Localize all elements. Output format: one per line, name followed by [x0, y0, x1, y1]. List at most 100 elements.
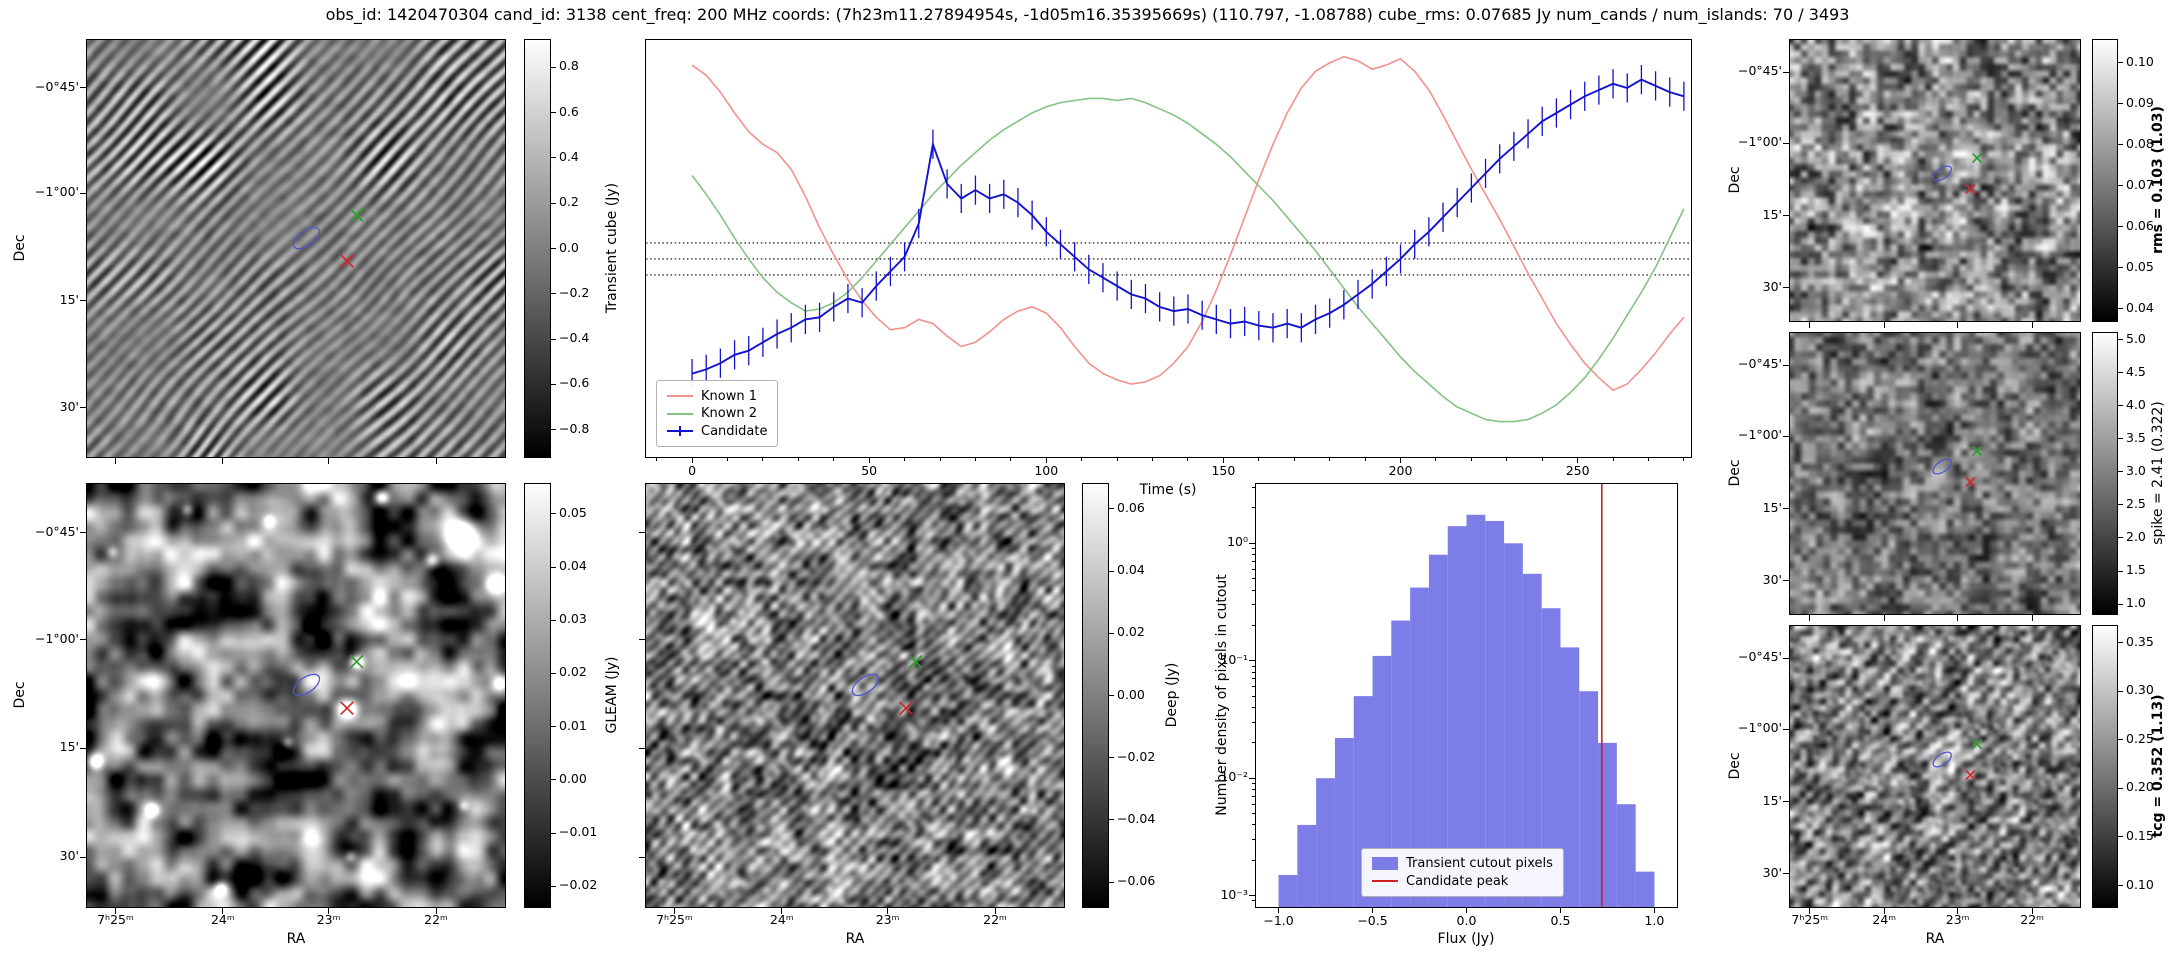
- axis-tick: [1252, 554, 1256, 556]
- colorbar-tick-label: 0.01: [559, 717, 587, 733]
- time-tick-label: 50: [861, 463, 878, 478]
- gleam-colorbar-label: GLEAM (Jy): [604, 656, 620, 734]
- axis-tick: [1045, 457, 1047, 463]
- colorbar-tick-label: 0.05: [2126, 258, 2154, 274]
- ra-axis-label: RA: [286, 931, 306, 947]
- density-tick-label: 10⁻¹: [1220, 651, 1248, 667]
- colorbar-tick-label: 0.04: [559, 558, 587, 573]
- axis-tick: [2031, 614, 2033, 621]
- colorbar-tick-label: 0.35: [2126, 633, 2154, 649]
- axis-tick: [994, 907, 996, 914]
- ra-tick-label: 23ᵐ: [1945, 912, 1970, 927]
- colorbar-tick-label: 0.30: [2126, 682, 2154, 698]
- axis-tick: [2117, 603, 2123, 605]
- axis-tick: [328, 907, 330, 914]
- axis-tick: [2117, 504, 2123, 506]
- axis-tick: [1809, 321, 1811, 328]
- colorbar-tick-label: 3.5: [2126, 429, 2146, 445]
- dec-tick-label: −1°00': [34, 630, 79, 646]
- ra-tick-label: 22ᵐ: [424, 912, 448, 927]
- colorbar-tick-label: 0.10: [2126, 876, 2154, 892]
- colorbar-tick-label: 0.07: [2126, 176, 2154, 192]
- flux-tick-label: −0.5: [1357, 913, 1388, 928]
- legend-row: Candidate: [667, 424, 767, 439]
- axis-tick: [1783, 801, 1790, 803]
- axis-tick: [1249, 777, 1256, 779]
- legend-row: Candidate peak: [1372, 874, 1553, 889]
- dec-tick-label: −1°00': [1737, 427, 1782, 443]
- legend-label: Known 1: [701, 388, 757, 404]
- dec-tick-label: −1°00': [34, 184, 79, 200]
- rms-colorbar-label: rms = 0.103 (1.03): [2150, 106, 2166, 254]
- ra-tick-label: 23ᵐ: [316, 912, 341, 927]
- axis-tick: [1647, 457, 1649, 461]
- dec-tick-label: 15': [1762, 206, 1782, 222]
- axis-tick: [2117, 62, 2123, 64]
- dec-tick-label: 30': [59, 848, 79, 864]
- axis-tick: [1108, 819, 1114, 821]
- colorbar-tick-label: 0.00: [559, 770, 587, 786]
- dec-axis-label: Dec: [1727, 752, 1743, 780]
- colorbar-tick-label: 0.02: [1117, 624, 1145, 640]
- gleam-overlay: [292, 654, 364, 716]
- colorbar-tick-label: 5.0: [2126, 330, 2146, 346]
- time-tick-label: 250: [1565, 463, 1590, 478]
- time-axis-label: Time (s): [1139, 482, 1197, 498]
- axis-tick: [114, 457, 116, 464]
- axis-tick: [1252, 665, 1256, 667]
- axis-tick: [2117, 690, 2123, 692]
- flux-tick-label: −1.0: [1263, 913, 1294, 928]
- axis-tick: [80, 532, 87, 534]
- colorbar-tick-label: 0.15: [2126, 827, 2154, 843]
- axis-tick: [1577, 457, 1579, 463]
- axis-tick: [80, 87, 87, 89]
- flux-tick-label: 0.0: [1456, 913, 1477, 928]
- axis-tick: [1249, 895, 1256, 897]
- dec-tick-label: 15': [1762, 792, 1782, 808]
- axis-tick: [1252, 783, 1256, 785]
- dec-axis-label: Dec: [12, 681, 28, 709]
- figure-title: obs_id: 1420470304 cand_id: 3138 cent_fr…: [325, 5, 1850, 24]
- axis-tick: [2031, 907, 2033, 914]
- ra-tick-label: 7ʰ25ᵐ: [656, 912, 693, 927]
- colorbar-tick-label: 0.00: [1117, 686, 1145, 702]
- dec-tick-label: −0°45': [1737, 649, 1782, 665]
- axis-tick: [1252, 813, 1256, 815]
- dec-axis-label: Dec: [1727, 166, 1743, 194]
- dec-tick-label: −0°45': [1737, 63, 1782, 79]
- axis-tick: [726, 457, 728, 461]
- axis-tick: [550, 885, 556, 887]
- axis-tick: [656, 457, 658, 461]
- axis-tick: [80, 407, 87, 409]
- axis-tick: [1108, 508, 1114, 510]
- legend-row: Known 1: [667, 389, 767, 404]
- axis-tick: [762, 457, 764, 461]
- deep-image-panel: 7ʰ25ᵐ 24ᵐ 23ᵐ 22ᵐ: [639, 483, 1065, 927]
- axis-tick: [1783, 364, 1790, 366]
- ra-axis-label: RA: [845, 931, 865, 947]
- axis-tick: [2117, 438, 2123, 440]
- axis-tick: [1329, 457, 1331, 461]
- axis-tick: [1249, 542, 1256, 544]
- legend-label: Candidate peak: [1406, 873, 1509, 889]
- axis-tick: [1108, 632, 1114, 634]
- colorbar-tick-label: 0.0: [559, 239, 579, 255]
- axis-tick: [1081, 457, 1083, 461]
- ra-tick-label: 24ᵐ: [210, 912, 235, 927]
- colorbar-tick-label: 1.5: [2126, 562, 2146, 578]
- axis-tick: [550, 832, 556, 834]
- axis-tick: [1252, 604, 1256, 606]
- density-tick-label: 10⁻³: [1220, 886, 1248, 902]
- axis-tick: [80, 747, 87, 749]
- axis-tick: [887, 907, 889, 914]
- axis-tick: [833, 457, 835, 461]
- ra-tick-label: 24ᵐ: [1872, 912, 1897, 927]
- axis-tick: [939, 457, 941, 461]
- axis-tick: [550, 429, 556, 431]
- legend-label: Transient cutout pixels: [1406, 856, 1553, 871]
- axis-tick: [1683, 457, 1685, 461]
- axis-tick: [904, 457, 906, 461]
- axis-tick: [2117, 537, 2123, 539]
- legend-swatch: [667, 395, 693, 397]
- axis-tick: [435, 457, 437, 464]
